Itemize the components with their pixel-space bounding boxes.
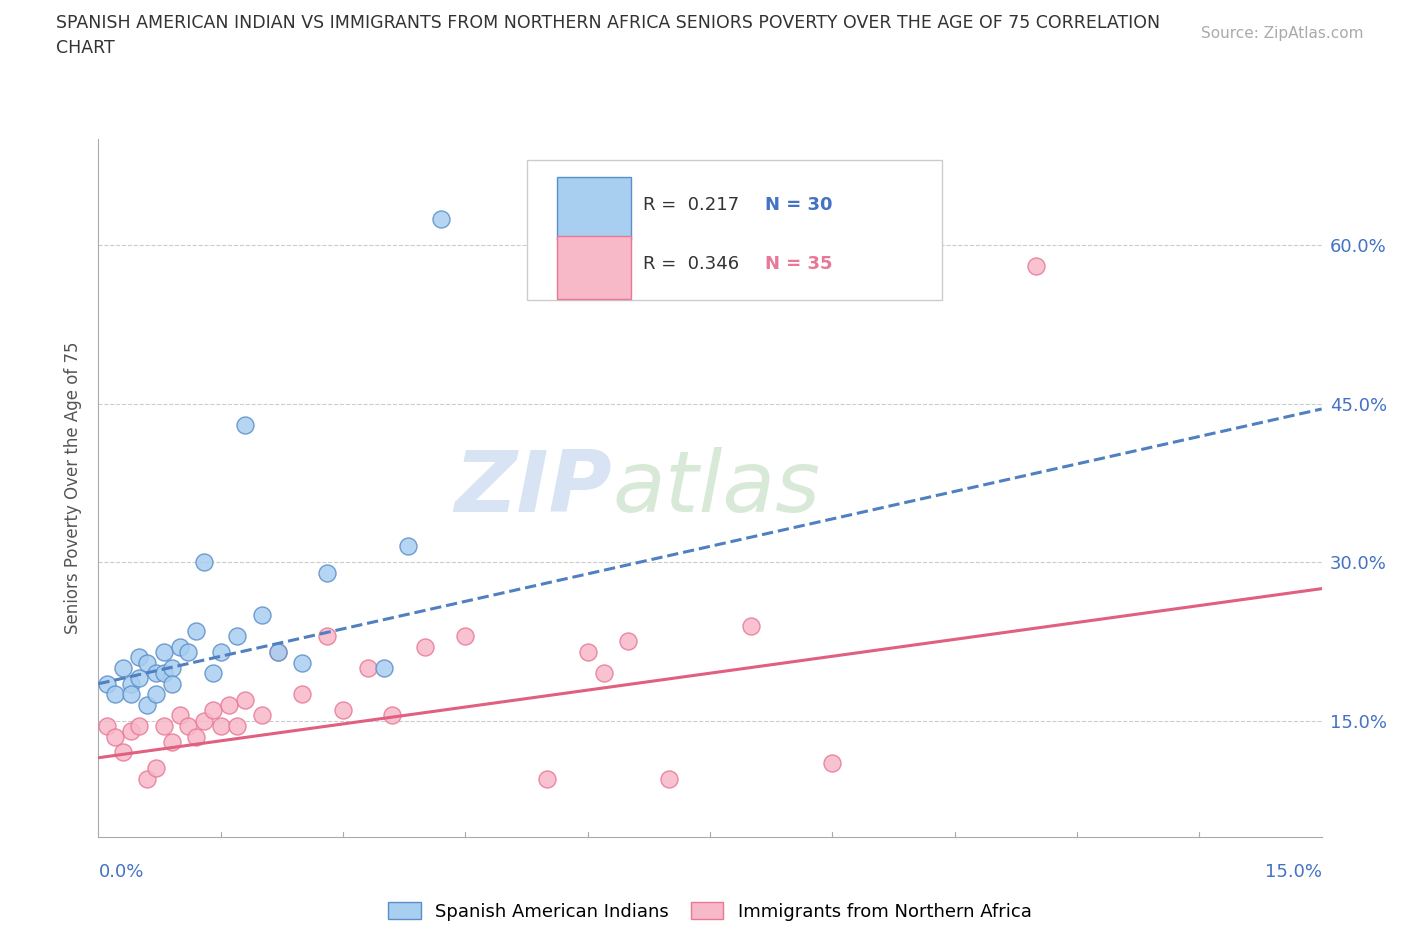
- Point: [315, 565, 337, 580]
- Point: [145, 687, 167, 702]
- Point: [111, 745, 134, 760]
- Point: [111, 660, 134, 675]
- Point: [128, 671, 150, 686]
- Point: [821, 755, 844, 770]
- Point: [193, 555, 215, 570]
- Point: [373, 660, 395, 675]
- Point: [120, 724, 142, 738]
- Point: [152, 719, 174, 734]
- Text: 0.0%: 0.0%: [98, 863, 143, 881]
- Point: [177, 719, 200, 734]
- Point: [209, 644, 232, 659]
- Text: N = 35: N = 35: [765, 255, 832, 272]
- Text: R =  0.217: R = 0.217: [643, 195, 740, 214]
- FancyBboxPatch shape: [557, 177, 630, 240]
- Point: [267, 644, 290, 659]
- Legend: Spanish American Indians, Immigrants from Northern Africa: Spanish American Indians, Immigrants fro…: [381, 895, 1039, 928]
- Point: [332, 703, 354, 718]
- Point: [413, 639, 436, 654]
- Point: [145, 666, 167, 681]
- Point: [226, 629, 249, 644]
- Point: [186, 623, 208, 638]
- Point: [96, 719, 118, 734]
- Y-axis label: Seniors Poverty Over the Age of 75: Seniors Poverty Over the Age of 75: [63, 342, 82, 634]
- Point: [250, 607, 273, 622]
- Point: [209, 719, 232, 734]
- Point: [593, 666, 616, 681]
- Point: [152, 644, 174, 659]
- Point: [740, 618, 762, 633]
- Point: [201, 703, 224, 718]
- Point: [396, 538, 419, 553]
- Point: [128, 650, 150, 665]
- Text: ZIP: ZIP: [454, 446, 612, 530]
- Point: [315, 629, 337, 644]
- Point: [218, 698, 240, 712]
- Text: CHART: CHART: [56, 39, 115, 57]
- Point: [120, 676, 142, 691]
- Point: [136, 772, 159, 787]
- Point: [186, 729, 208, 744]
- Point: [120, 687, 142, 702]
- Text: Source: ZipAtlas.com: Source: ZipAtlas.com: [1201, 26, 1364, 41]
- Point: [160, 660, 183, 675]
- Point: [104, 687, 127, 702]
- Text: SPANISH AMERICAN INDIAN VS IMMIGRANTS FROM NORTHERN AFRICA SENIORS POVERTY OVER : SPANISH AMERICAN INDIAN VS IMMIGRANTS FR…: [56, 14, 1160, 32]
- Point: [291, 655, 314, 670]
- Point: [145, 761, 167, 776]
- Point: [136, 655, 159, 670]
- Point: [96, 676, 118, 691]
- Text: R =  0.346: R = 0.346: [643, 255, 740, 272]
- Point: [291, 687, 314, 702]
- Point: [177, 644, 200, 659]
- Point: [430, 211, 453, 226]
- Point: [1025, 259, 1047, 273]
- Point: [617, 634, 640, 649]
- Point: [658, 772, 681, 787]
- Point: [226, 719, 249, 734]
- Point: [152, 666, 174, 681]
- Point: [576, 644, 599, 659]
- Point: [356, 660, 378, 675]
- Text: N = 30: N = 30: [765, 195, 832, 214]
- FancyBboxPatch shape: [526, 161, 942, 300]
- Point: [160, 676, 183, 691]
- Point: [250, 708, 273, 723]
- Point: [169, 708, 191, 723]
- Point: [233, 692, 256, 707]
- Point: [267, 644, 290, 659]
- Point: [233, 418, 256, 432]
- Text: atlas: atlas: [612, 446, 820, 530]
- Point: [454, 629, 477, 644]
- Point: [128, 719, 150, 734]
- Point: [104, 729, 127, 744]
- Point: [160, 735, 183, 750]
- Point: [136, 698, 159, 712]
- Point: [536, 772, 558, 787]
- Text: 15.0%: 15.0%: [1264, 863, 1322, 881]
- FancyBboxPatch shape: [557, 236, 630, 299]
- Point: [381, 708, 404, 723]
- Point: [201, 666, 224, 681]
- Point: [169, 639, 191, 654]
- Point: [193, 713, 215, 728]
